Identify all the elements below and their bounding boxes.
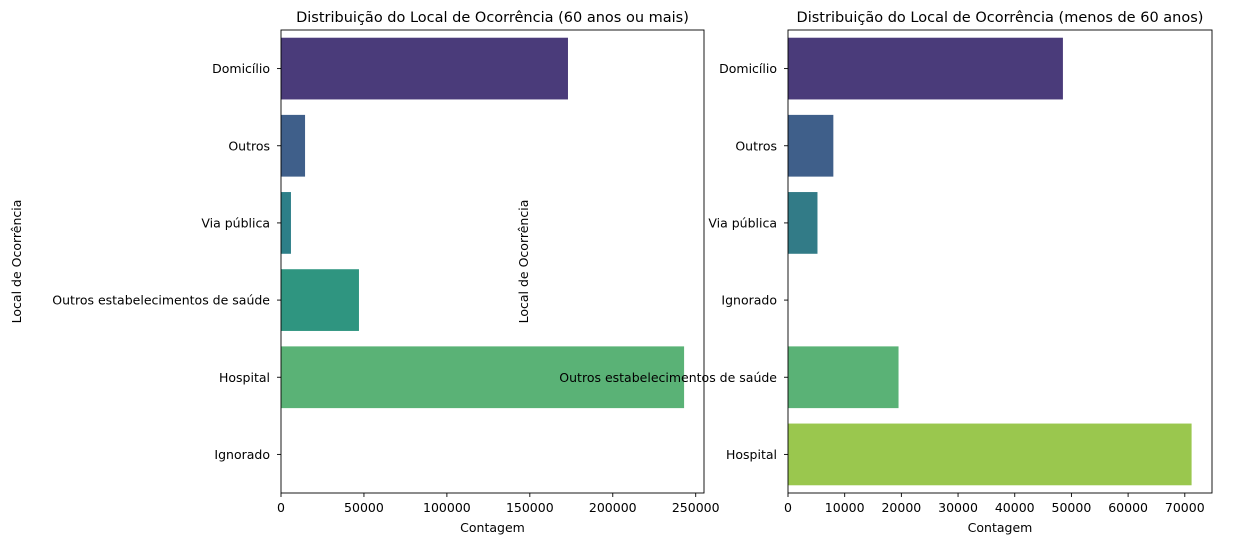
chart-1-ytick-label-hospital: Hospital <box>219 370 270 385</box>
chart-panel-under-60: Domicílio Outros Via pública Ignorado Outros… <box>516 10 1213 535</box>
chart-1-plot-frame <box>280 29 705 494</box>
chart-2-xtick-label-4: 40000 <box>995 500 1035 515</box>
chart-1-xtick-label-0: 0 <box>277 500 285 515</box>
chart-1-ytick-label-ignorado: Ignorado <box>214 447 270 462</box>
chart-1-xtick-label-1: 50000 <box>344 500 384 515</box>
chart-2-xtick-label-3: 30000 <box>938 500 978 515</box>
chart-1-bar-via-publica <box>281 192 291 254</box>
chart-1-xtick-label-2: 100000 <box>423 500 471 515</box>
chart-1-ytick-label-outros: Outros <box>228 138 270 153</box>
chart-2-ytick-label-outros-estabelecimentos-de-saude: Outros estabelecimentos de saúde <box>559 370 777 385</box>
chart-1-bar-domicilio <box>281 37 568 100</box>
chart-2-ytick-label-outros: Outros <box>735 138 777 153</box>
chart-2-ytick-label-ignorado: Ignorado <box>721 293 777 308</box>
chart-1-bar-hospital <box>281 346 685 409</box>
chart-2-title: Distribuição do Local de Ocorrência (men… <box>797 10 1204 26</box>
chart-1-title: Distribuição do Local de Ocorrência (60 … <box>296 10 689 26</box>
chart-1-ytick-label-outros-estabelecimentos-de-saude: Outros estabelecimentos de saúde <box>52 293 270 308</box>
chart-1-ytick-label-domicilio: Domicílio <box>212 61 270 76</box>
chart-2-ylabel: Local de Ocorrência <box>516 200 531 324</box>
chart-2-xtick-label-0: 0 <box>784 500 792 515</box>
chart-2-xtick-label-2: 20000 <box>881 500 921 515</box>
chart-1-xtick-label-3: 150000 <box>506 500 554 515</box>
chart-2-bar-outros-estabelecimentos-de-saude <box>788 346 899 409</box>
chart-2-ytick-label-via-publica: Via pública <box>708 215 777 230</box>
chart-1-xtick-label-4: 200000 <box>589 500 637 515</box>
chart-2-ytick-label-domicilio: Domicílio <box>719 61 777 76</box>
chart-2-bar-via-publica <box>788 192 818 254</box>
chart-2-bar-outros <box>788 114 834 177</box>
chart-2-bar-domicilio <box>788 37 1063 100</box>
chart-1-xlabel: Contagem <box>460 520 525 535</box>
chart-2-xlabel: Contagem <box>968 520 1033 535</box>
chart-2-xtick-label-6: 60000 <box>1108 500 1148 515</box>
chart-2-ytick-label-hospital: Hospital <box>726 447 777 462</box>
chart-2-plot-frame <box>787 29 1213 494</box>
chart-panel-60-plus: Domicílio Outros Via pública Outros estabel… <box>9 10 720 535</box>
chart-1-ytick-label-via-publica: Via pública <box>201 215 270 230</box>
chart-2-bar-hospital <box>788 423 1192 486</box>
chart-1-ylabel: Local de Ocorrência <box>9 200 24 324</box>
chart-2-xtick-label-5: 50000 <box>1052 500 1092 515</box>
chart-2-xtick-label-1: 10000 <box>825 500 865 515</box>
chart-1-bar-outros <box>281 114 306 177</box>
chart-1-xtick-label-5: 250000 <box>672 500 720 515</box>
chart-2-xtick-label-7: 70000 <box>1165 500 1205 515</box>
chart-1-bar-outros-estabelecimentos-de-saude <box>281 269 359 331</box>
